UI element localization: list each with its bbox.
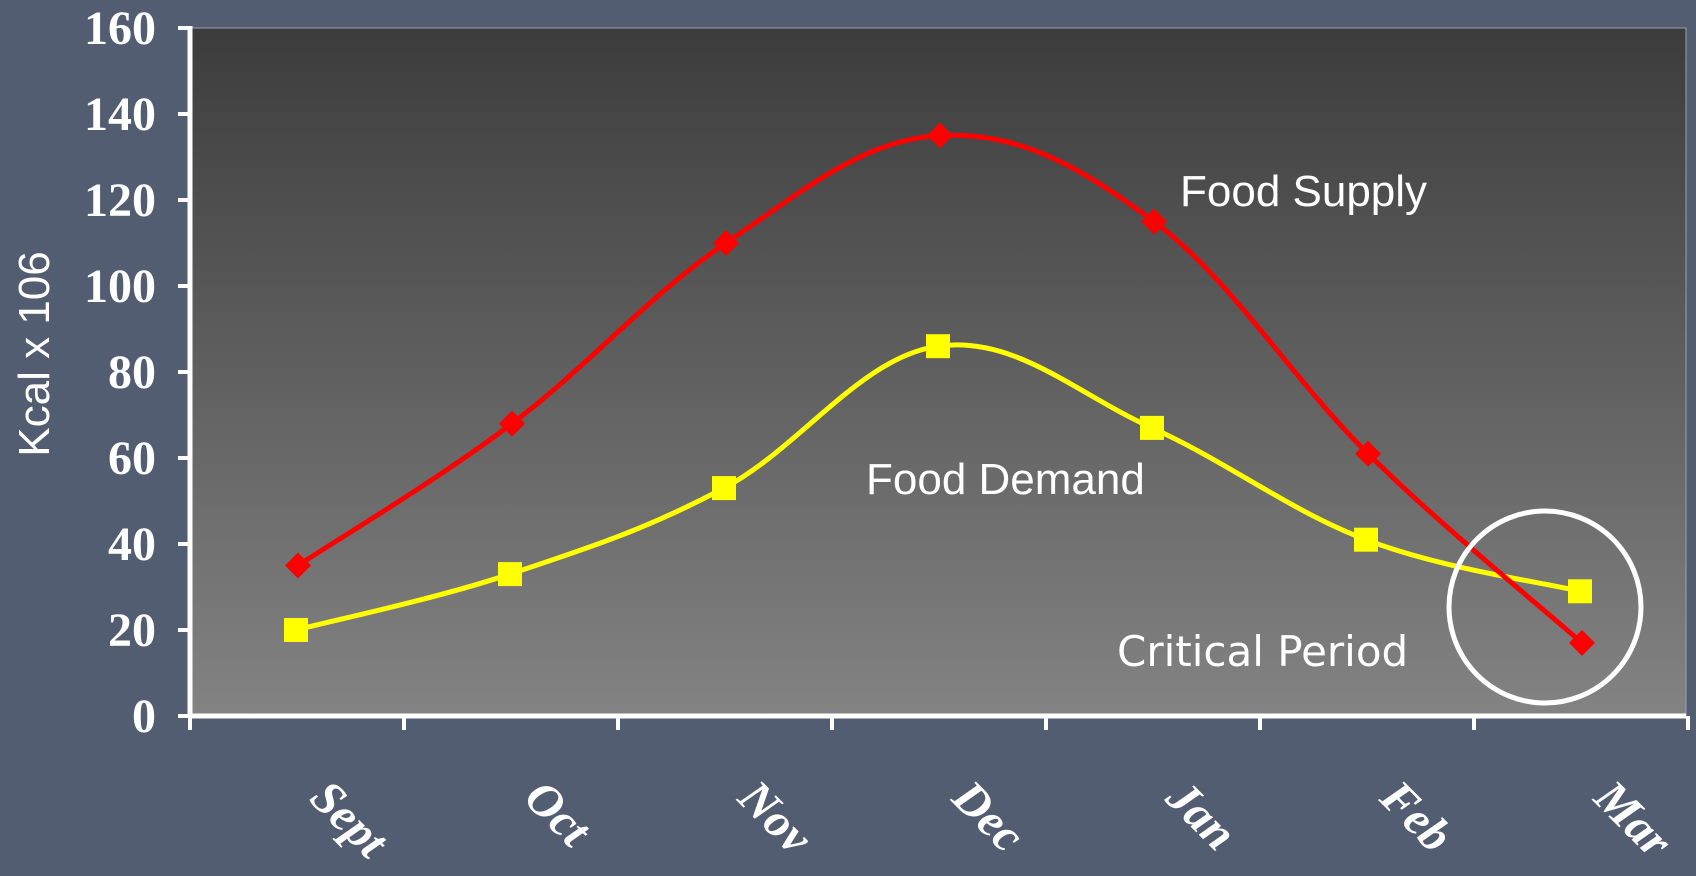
critical-period-circle <box>1446 508 1644 706</box>
marker-supply <box>927 122 953 149</box>
marker-supply <box>1355 440 1381 467</box>
marker-demand <box>926 334 950 359</box>
y-tick-label: 140 <box>84 88 156 141</box>
x-tick-label: Feb <box>1370 770 1463 863</box>
y-tick-label: 40 <box>108 518 156 571</box>
y-tick-label: 160 <box>84 2 156 55</box>
marker-supply <box>713 230 739 256</box>
y-tick-label: 100 <box>84 260 156 313</box>
y-tick-label: 20 <box>108 604 156 657</box>
x-tick-label: Jan <box>1156 770 1247 861</box>
x-tick-label: Sept <box>300 770 399 869</box>
marker-demand <box>284 618 308 642</box>
series-markers <box>284 122 1595 656</box>
x-tick-label: Oct <box>514 770 602 858</box>
marker-demand <box>1568 579 1592 604</box>
x-tick-label: Dec <box>942 770 1035 863</box>
marker-demand <box>498 562 522 587</box>
marker-demand <box>1140 415 1164 440</box>
marker-supply <box>1141 208 1167 235</box>
marker-demand <box>1354 527 1378 552</box>
marker-demand <box>712 476 736 501</box>
x-tick-label: Nov <box>728 770 823 865</box>
x-tick-labels: Sept Oct Nov Dec Jan Feb Mar <box>300 770 1683 870</box>
y-tick-labels: 0 20 40 60 80 100 120 140 160 <box>84 2 156 743</box>
critical-period-label: Critical Period <box>1117 627 1408 676</box>
y-tick-label: 0 <box>132 690 156 743</box>
marker-supply <box>499 410 525 437</box>
y-tick-label: 60 <box>108 432 156 485</box>
x-tick-label: Mar <box>1584 770 1683 869</box>
y-axis-label: Kcal x 106 <box>10 251 59 456</box>
y-tick-label: 120 <box>84 174 156 227</box>
y-tick-label: 80 <box>108 346 156 399</box>
marker-supply <box>285 552 311 579</box>
axes <box>178 26 1690 730</box>
food-demand-label: Food Demand <box>866 455 1145 504</box>
food-supply-label: Food Supply <box>1180 167 1427 216</box>
marker-supply <box>1569 629 1595 656</box>
